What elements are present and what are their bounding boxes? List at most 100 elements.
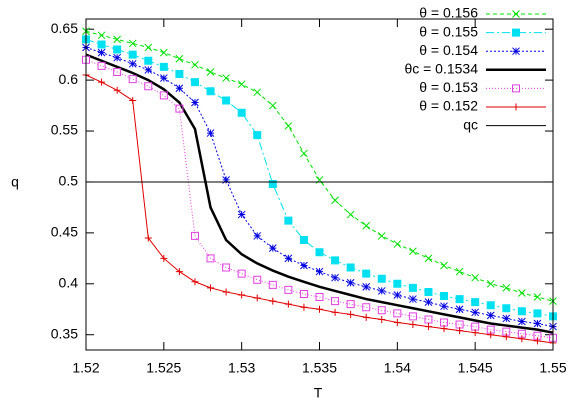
y-tick-label: 0.4 bbox=[59, 275, 79, 291]
marker bbox=[269, 297, 277, 305]
marker bbox=[377, 287, 386, 295]
marker bbox=[175, 69, 184, 78]
marker bbox=[144, 234, 152, 242]
marker bbox=[300, 261, 308, 270]
marker bbox=[486, 301, 495, 310]
marker bbox=[159, 48, 168, 57]
marker bbox=[144, 66, 153, 74]
legend-label: θ = 0.155 bbox=[419, 23, 478, 39]
marker bbox=[237, 108, 246, 117]
marker bbox=[206, 129, 215, 137]
marker bbox=[424, 298, 433, 306]
marker bbox=[284, 254, 293, 263]
marker bbox=[237, 210, 246, 219]
marker bbox=[268, 244, 277, 253]
marker bbox=[347, 310, 355, 318]
marker bbox=[377, 306, 386, 315]
marker bbox=[455, 305, 464, 314]
marker bbox=[315, 293, 324, 302]
marker bbox=[346, 278, 355, 287]
marker bbox=[455, 267, 464, 276]
marker bbox=[502, 314, 511, 323]
marker bbox=[518, 335, 526, 343]
marker bbox=[471, 308, 480, 317]
marker bbox=[97, 61, 106, 70]
x-tick-label: 1.54 bbox=[384, 360, 411, 376]
x-tick-label: 1.545 bbox=[458, 360, 493, 376]
marker bbox=[207, 284, 215, 292]
marker bbox=[409, 295, 417, 303]
marker bbox=[253, 232, 262, 240]
marker bbox=[331, 256, 340, 265]
marker bbox=[517, 307, 526, 316]
marker bbox=[440, 302, 448, 311]
marker bbox=[206, 68, 215, 76]
marker bbox=[487, 331, 495, 339]
marker bbox=[440, 261, 448, 270]
marker bbox=[486, 311, 495, 320]
marker bbox=[393, 279, 402, 288]
marker bbox=[331, 196, 339, 205]
marker bbox=[362, 283, 371, 291]
marker bbox=[113, 86, 121, 94]
marker bbox=[206, 254, 215, 263]
marker bbox=[440, 292, 449, 301]
marker bbox=[222, 96, 231, 105]
marker bbox=[331, 273, 339, 282]
marker bbox=[113, 45, 122, 54]
marker bbox=[284, 300, 292, 308]
marker bbox=[237, 80, 246, 89]
marker bbox=[377, 232, 386, 240]
marker bbox=[512, 28, 520, 37]
marker bbox=[222, 263, 231, 272]
marker bbox=[440, 318, 449, 327]
legend-label: qc bbox=[463, 116, 478, 132]
marker bbox=[222, 74, 230, 82]
x-tick-label: 1.525 bbox=[146, 360, 181, 376]
marker bbox=[331, 297, 340, 306]
marker bbox=[128, 75, 137, 84]
marker bbox=[408, 312, 417, 321]
series-line bbox=[85, 53, 554, 334]
marker bbox=[191, 278, 199, 286]
marker bbox=[471, 329, 479, 337]
legend-label: θ = 0.153 bbox=[419, 79, 478, 95]
marker bbox=[299, 289, 308, 298]
marker bbox=[424, 315, 433, 324]
marker bbox=[175, 54, 184, 63]
marker bbox=[512, 10, 520, 18]
marker bbox=[502, 327, 511, 336]
marker bbox=[346, 300, 355, 309]
marker bbox=[408, 283, 417, 292]
marker bbox=[222, 176, 230, 184]
marker bbox=[512, 103, 520, 111]
legend-label: θ = 0.152 bbox=[419, 98, 478, 114]
marker bbox=[502, 284, 511, 292]
x-tick-label: 1.535 bbox=[302, 360, 337, 376]
y-tick-label: 0.55 bbox=[51, 122, 78, 138]
marker bbox=[533, 337, 541, 345]
marker bbox=[315, 267, 324, 276]
marker bbox=[144, 56, 153, 65]
marker bbox=[471, 273, 480, 282]
marker bbox=[159, 74, 168, 82]
marker bbox=[455, 295, 464, 304]
marker bbox=[175, 84, 184, 93]
legend-label: θc = 0.1534 bbox=[404, 61, 478, 77]
marker bbox=[512, 84, 520, 93]
marker bbox=[284, 216, 293, 225]
marker bbox=[315, 248, 324, 257]
marker bbox=[175, 268, 183, 276]
marker bbox=[533, 293, 542, 301]
marker bbox=[346, 210, 355, 219]
marker bbox=[222, 288, 230, 296]
marker bbox=[533, 331, 542, 340]
marker bbox=[424, 323, 432, 331]
marker bbox=[97, 48, 106, 57]
marker bbox=[393, 319, 401, 327]
marker bbox=[316, 305, 323, 313]
x-tick-label: 1.53 bbox=[228, 360, 255, 376]
marker bbox=[238, 291, 246, 299]
marker bbox=[486, 325, 495, 334]
